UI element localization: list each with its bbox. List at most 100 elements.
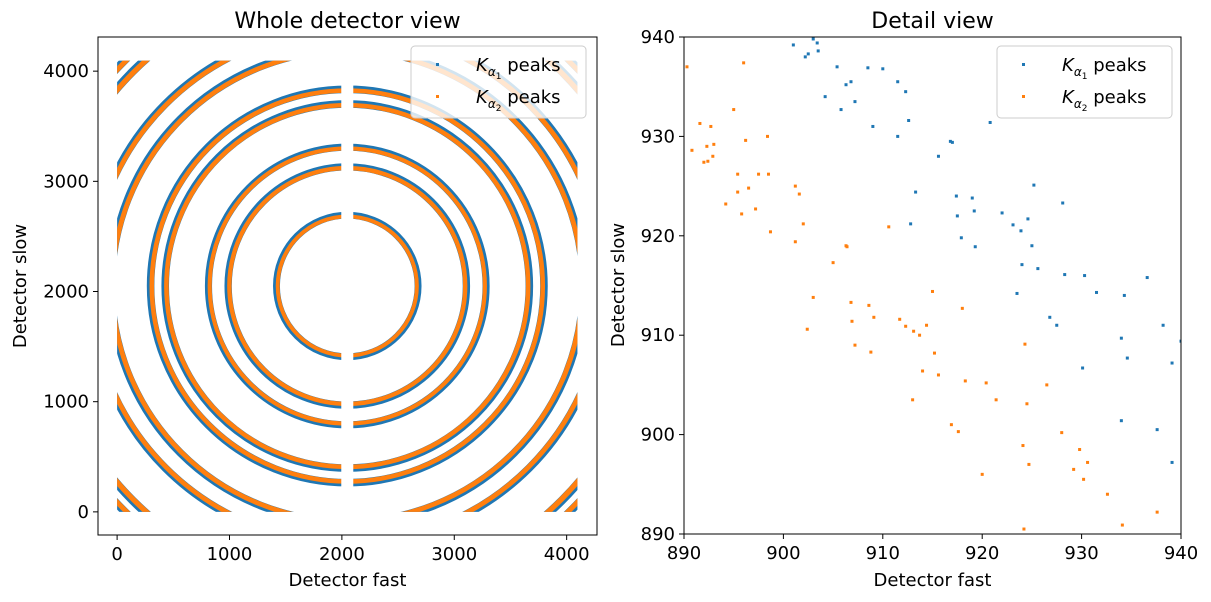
- point-ka2: [887, 225, 891, 229]
- point-ka2: [709, 124, 713, 128]
- point-ka2: [925, 323, 929, 327]
- point-ka2: [801, 222, 805, 226]
- legend-label-ka1: Kα1 peaks: [476, 55, 561, 82]
- point-ka2: [912, 329, 916, 333]
- point-ka1: [936, 154, 940, 158]
- point-ka1: [1145, 276, 1149, 280]
- point-ka2: [1025, 402, 1029, 406]
- point-ka2: [766, 172, 770, 176]
- x-tick-label: 1000: [207, 544, 253, 565]
- point-ka1: [1055, 323, 1059, 327]
- y-tick-label: 910: [641, 325, 675, 346]
- point-ka1: [1015, 291, 1019, 295]
- point-ka2: [936, 373, 940, 377]
- y-tick-label: 4000: [43, 61, 89, 82]
- x-tick-label: 930: [1064, 543, 1098, 564]
- whole-detector-ticks: 0 1000 2000 3000 4000 0 1000 2000 3000 4000: [43, 61, 589, 565]
- point-ka2: [1072, 467, 1076, 471]
- point-ka1: [816, 49, 820, 53]
- point-ka2: [706, 159, 710, 163]
- y-tick-label: 1000: [43, 392, 89, 413]
- point-ka2: [921, 369, 925, 373]
- detail-legend: Kα1 peaks Kα2 peaks: [996, 45, 1173, 119]
- point-ka2: [849, 300, 853, 304]
- point-ka2: [1022, 527, 1026, 531]
- detail-chart: Detail view 890 900 910 920 930 940 890 900 910 9…: [608, 9, 1198, 591]
- point-ka2: [960, 306, 964, 310]
- point-ka1: [1030, 244, 1034, 248]
- point-ka1: [1061, 201, 1065, 205]
- point-ka2: [685, 65, 689, 69]
- whole-detector-title: Whole detector view: [234, 9, 460, 34]
- point-ka1: [972, 209, 976, 213]
- point-ka1: [871, 124, 875, 128]
- point-ka2: [1021, 444, 1025, 448]
- point-ka1: [954, 194, 958, 198]
- point-ka1: [1083, 274, 1087, 278]
- point-ka1: [1036, 267, 1040, 271]
- point-ka2: [1082, 477, 1086, 481]
- legend-peaks-word: peaks: [1087, 87, 1146, 108]
- x-tick-label: 4000: [544, 544, 590, 565]
- point-ka1: [950, 140, 954, 144]
- point-ka2: [698, 121, 702, 125]
- point-ka1: [811, 37, 815, 41]
- whole-detector-chart: Whole detector view 0 1000 2000 3000 4000 0 10…: [10, 9, 598, 591]
- point-ka1: [959, 236, 963, 240]
- detail-plot-area: [685, 37, 1181, 531]
- point-ka2: [768, 230, 772, 234]
- point-ka1: [1122, 293, 1126, 297]
- x-tick-label: 2000: [319, 544, 365, 565]
- whole-detector-xlabel: Detector fast: [289, 570, 407, 591]
- x-tick-label: 940: [1164, 543, 1198, 564]
- point-ka1: [970, 196, 974, 200]
- point-ka1: [948, 139, 952, 143]
- point-ka2: [1120, 523, 1124, 527]
- point-ka1: [955, 214, 959, 218]
- point-ka2: [740, 212, 744, 216]
- y-tick-label: 0: [78, 502, 89, 523]
- point-ka1: [988, 120, 992, 124]
- point-ka2: [747, 186, 751, 190]
- point-ka2: [831, 261, 835, 265]
- y-tick-label: 920: [641, 226, 675, 247]
- x-tick-label: 910: [866, 543, 900, 564]
- point-ka1: [1155, 428, 1159, 432]
- legend-marker-ka1: [436, 63, 439, 66]
- point-ka1: [909, 222, 913, 226]
- detail-legend-box: [996, 45, 1173, 119]
- x-tick-label: 0: [111, 544, 122, 565]
- y-tick-label: 890: [641, 524, 675, 545]
- point-ka2: [757, 172, 761, 176]
- point-ka2: [956, 430, 960, 434]
- point-ka1: [1170, 361, 1174, 365]
- point-ka1: [881, 67, 885, 71]
- point-ka1: [1019, 229, 1023, 233]
- point-ka1: [1125, 356, 1129, 360]
- point-ka1: [853, 100, 857, 104]
- point-ka2: [931, 289, 934, 293]
- point-ka2: [1155, 510, 1159, 514]
- point-ka1: [907, 118, 911, 122]
- point-ka1: [835, 65, 839, 69]
- point-ka2: [711, 154, 715, 158]
- point-ka2: [690, 148, 694, 152]
- x-tick-label: 890: [667, 543, 701, 564]
- point-ka1: [823, 95, 827, 99]
- point-ka2: [742, 61, 746, 65]
- legend-label-ka1: Kα1 peaks: [1062, 55, 1147, 82]
- point-ka1: [1011, 223, 1015, 227]
- point-ka2: [867, 303, 871, 307]
- point-ka1: [1119, 419, 1123, 423]
- point-ka2: [911, 398, 915, 402]
- x-tick-label: 3000: [431, 544, 477, 565]
- detector-gap: [341, 60, 354, 512]
- point-ka1: [1179, 339, 1181, 343]
- point-ka1: [1081, 366, 1085, 370]
- point-ka1: [973, 245, 977, 249]
- detail-ticks: 890 900 910 920 930 940 890 900 910 920 930 940: [641, 27, 1199, 564]
- point-ka2: [765, 134, 769, 138]
- legend-marker-ka1: [1022, 63, 1025, 66]
- legend-marker-ka2: [436, 95, 439, 98]
- point-ka2: [932, 351, 936, 355]
